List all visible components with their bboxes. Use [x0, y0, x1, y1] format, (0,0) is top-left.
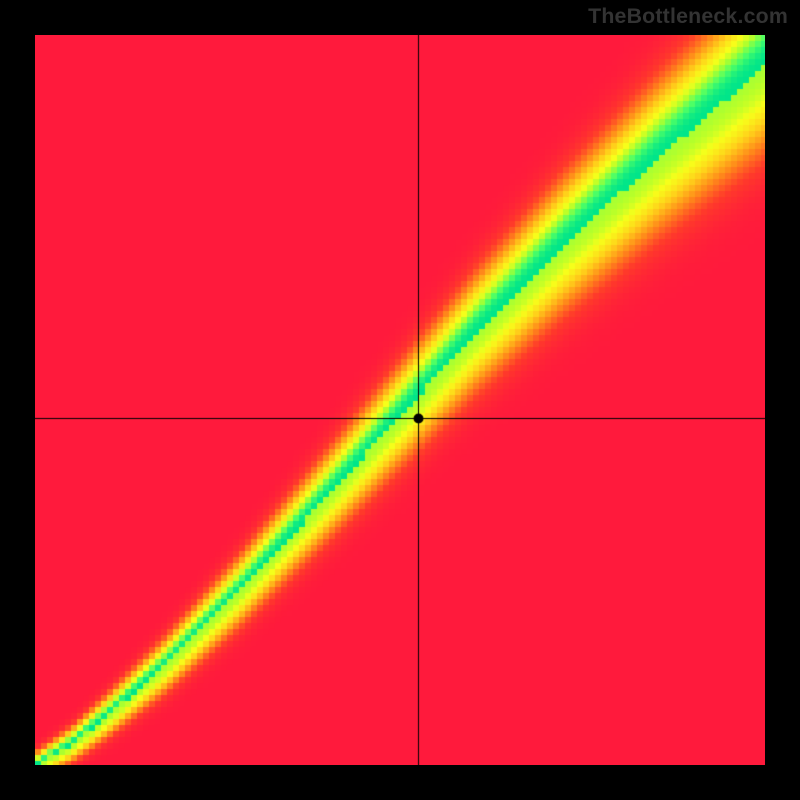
watermark-text: TheBottleneck.com — [588, 4, 788, 29]
heatmap-canvas — [35, 35, 765, 765]
chart-frame: TheBottleneck.com — [0, 0, 800, 800]
plot-area — [35, 35, 765, 765]
